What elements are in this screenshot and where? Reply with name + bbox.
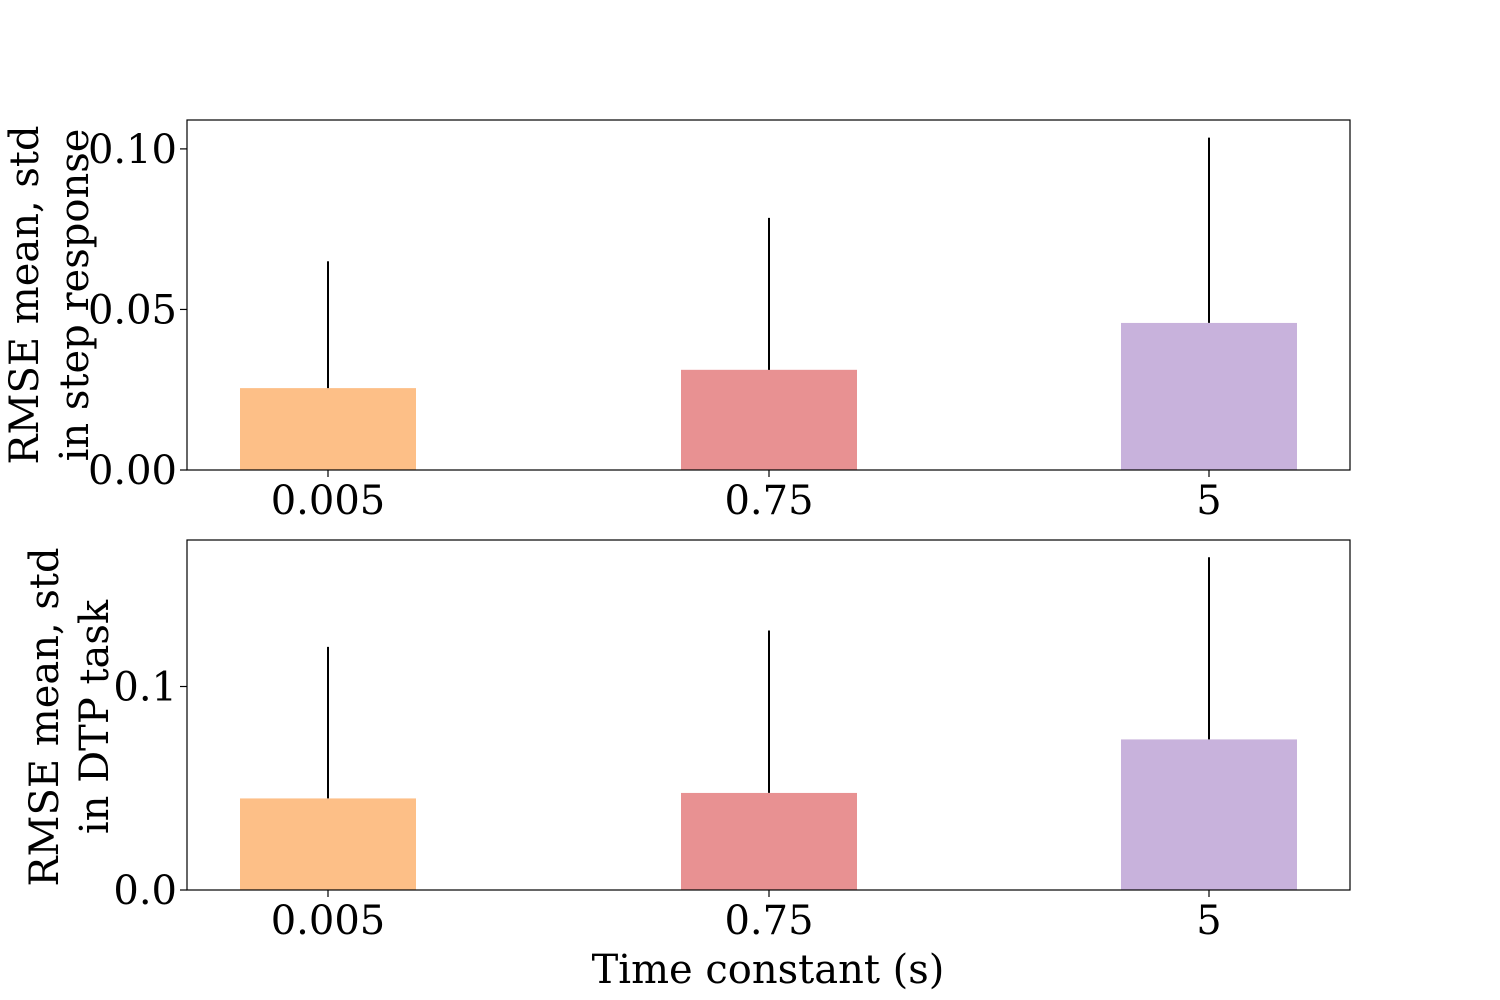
y-ticks-group: 0.00 0.05 0.10 bbox=[88, 127, 187, 494]
y-ticks-group: 0.0 0.1 bbox=[113, 665, 187, 914]
bar-0.75 bbox=[681, 369, 857, 470]
y-tick-label: 0.1 bbox=[113, 665, 177, 711]
x-tick-label: 0.005 bbox=[271, 478, 386, 524]
x-tick-label: 0.005 bbox=[271, 898, 386, 944]
y-tick-label: 0.00 bbox=[88, 448, 177, 494]
x-ticks-group: 0.005 0.75 5 bbox=[271, 890, 1222, 944]
y-tick-label: 0.05 bbox=[88, 287, 177, 333]
x-tick-label: 5 bbox=[1196, 898, 1221, 944]
x-tick-label: 0.75 bbox=[724, 478, 813, 524]
x-axis-label: Time constant (s) bbox=[592, 947, 945, 993]
x-tick-label: 0.75 bbox=[724, 898, 813, 944]
bar-0.005 bbox=[240, 798, 416, 890]
y-tick-label: 0.10 bbox=[88, 127, 177, 173]
bar-5 bbox=[1121, 739, 1297, 890]
bar-5 bbox=[1121, 322, 1297, 470]
error-bars-group bbox=[327, 137, 1210, 389]
x-tick-label: 5 bbox=[1196, 478, 1221, 524]
y-axis-label-line-2: in DTP task bbox=[72, 599, 118, 834]
x-ticks-group: 0.005 0.75 5 bbox=[271, 470, 1222, 524]
y-axis-label-line-1: RMSE mean, std bbox=[22, 547, 68, 886]
y-tick-label: 0.0 bbox=[113, 868, 177, 914]
bar-0.75 bbox=[681, 792, 857, 890]
y-axis-label-line-2: in step response bbox=[52, 129, 98, 462]
y-axis-label-line-1: RMSE mean, std bbox=[2, 125, 48, 464]
bar-0.005 bbox=[240, 388, 416, 470]
error-bars-group bbox=[327, 557, 1210, 799]
step-response-subplot: 0.00 0.05 0.10 0.005 0.75 5 RMSE mean, std i… bbox=[2, 119, 1351, 524]
bars-group bbox=[240, 322, 1297, 470]
dtp-task-subplot: 0.0 0.1 0.005 0.75 5 RMSE mean, std in DTP … bbox=[22, 539, 1351, 993]
bars-group bbox=[240, 739, 1297, 890]
